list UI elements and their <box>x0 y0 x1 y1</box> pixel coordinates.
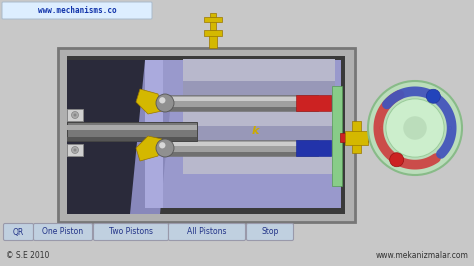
Bar <box>163 97 318 101</box>
Bar <box>0 222 474 266</box>
Circle shape <box>368 81 462 175</box>
Bar <box>145 60 163 208</box>
Circle shape <box>403 116 427 140</box>
Bar <box>210 13 216 17</box>
Bar <box>67 109 83 121</box>
Bar <box>163 140 318 156</box>
Polygon shape <box>136 89 162 114</box>
Bar <box>340 133 368 142</box>
Text: © S.E 2010: © S.E 2010 <box>6 251 49 260</box>
Bar <box>204 30 222 36</box>
Circle shape <box>159 142 165 148</box>
Bar <box>183 81 335 111</box>
Bar <box>296 95 331 111</box>
Circle shape <box>390 153 404 167</box>
Text: Stop: Stop <box>261 227 279 236</box>
Bar <box>183 126 335 156</box>
Text: k: k <box>251 126 259 136</box>
FancyBboxPatch shape <box>3 223 34 240</box>
Text: C: C <box>378 126 382 131</box>
Bar <box>163 107 318 111</box>
Text: www.mekanizmalar.com: www.mekanizmalar.com <box>376 251 469 260</box>
FancyBboxPatch shape <box>168 223 246 240</box>
FancyBboxPatch shape <box>246 223 293 240</box>
Circle shape <box>159 97 165 103</box>
Bar <box>352 121 361 153</box>
Circle shape <box>73 114 76 117</box>
FancyBboxPatch shape <box>2 2 152 19</box>
Bar <box>67 122 197 141</box>
Bar <box>183 59 335 174</box>
Text: Two Pistons: Two Pistons <box>109 227 153 236</box>
Circle shape <box>156 94 174 112</box>
Bar <box>163 152 318 156</box>
Text: D: D <box>448 126 452 131</box>
FancyBboxPatch shape <box>93 223 168 240</box>
Text: All Pistons: All Pistons <box>187 227 227 236</box>
Text: www.mechanisms.co: www.mechanisms.co <box>38 6 116 15</box>
Circle shape <box>156 139 174 157</box>
Circle shape <box>386 99 444 157</box>
Bar <box>67 144 83 156</box>
Bar <box>67 56 345 214</box>
Bar <box>67 125 197 130</box>
Circle shape <box>73 148 76 152</box>
Bar <box>296 140 331 156</box>
Polygon shape <box>136 136 162 161</box>
Bar <box>345 131 368 145</box>
Text: One Piston: One Piston <box>43 227 83 236</box>
Circle shape <box>426 89 440 103</box>
Bar <box>209 33 217 48</box>
Polygon shape <box>163 60 335 111</box>
Bar <box>210 20 216 30</box>
Bar <box>332 86 342 186</box>
Polygon shape <box>67 60 145 214</box>
Bar <box>67 137 197 141</box>
Circle shape <box>72 147 79 153</box>
Text: QR: QR <box>13 227 24 236</box>
Bar <box>58 48 355 222</box>
Bar <box>145 60 341 208</box>
Bar <box>204 17 222 22</box>
Bar <box>163 142 318 146</box>
Circle shape <box>72 111 79 118</box>
Polygon shape <box>130 60 175 214</box>
Bar <box>163 95 318 111</box>
FancyBboxPatch shape <box>34 223 92 240</box>
